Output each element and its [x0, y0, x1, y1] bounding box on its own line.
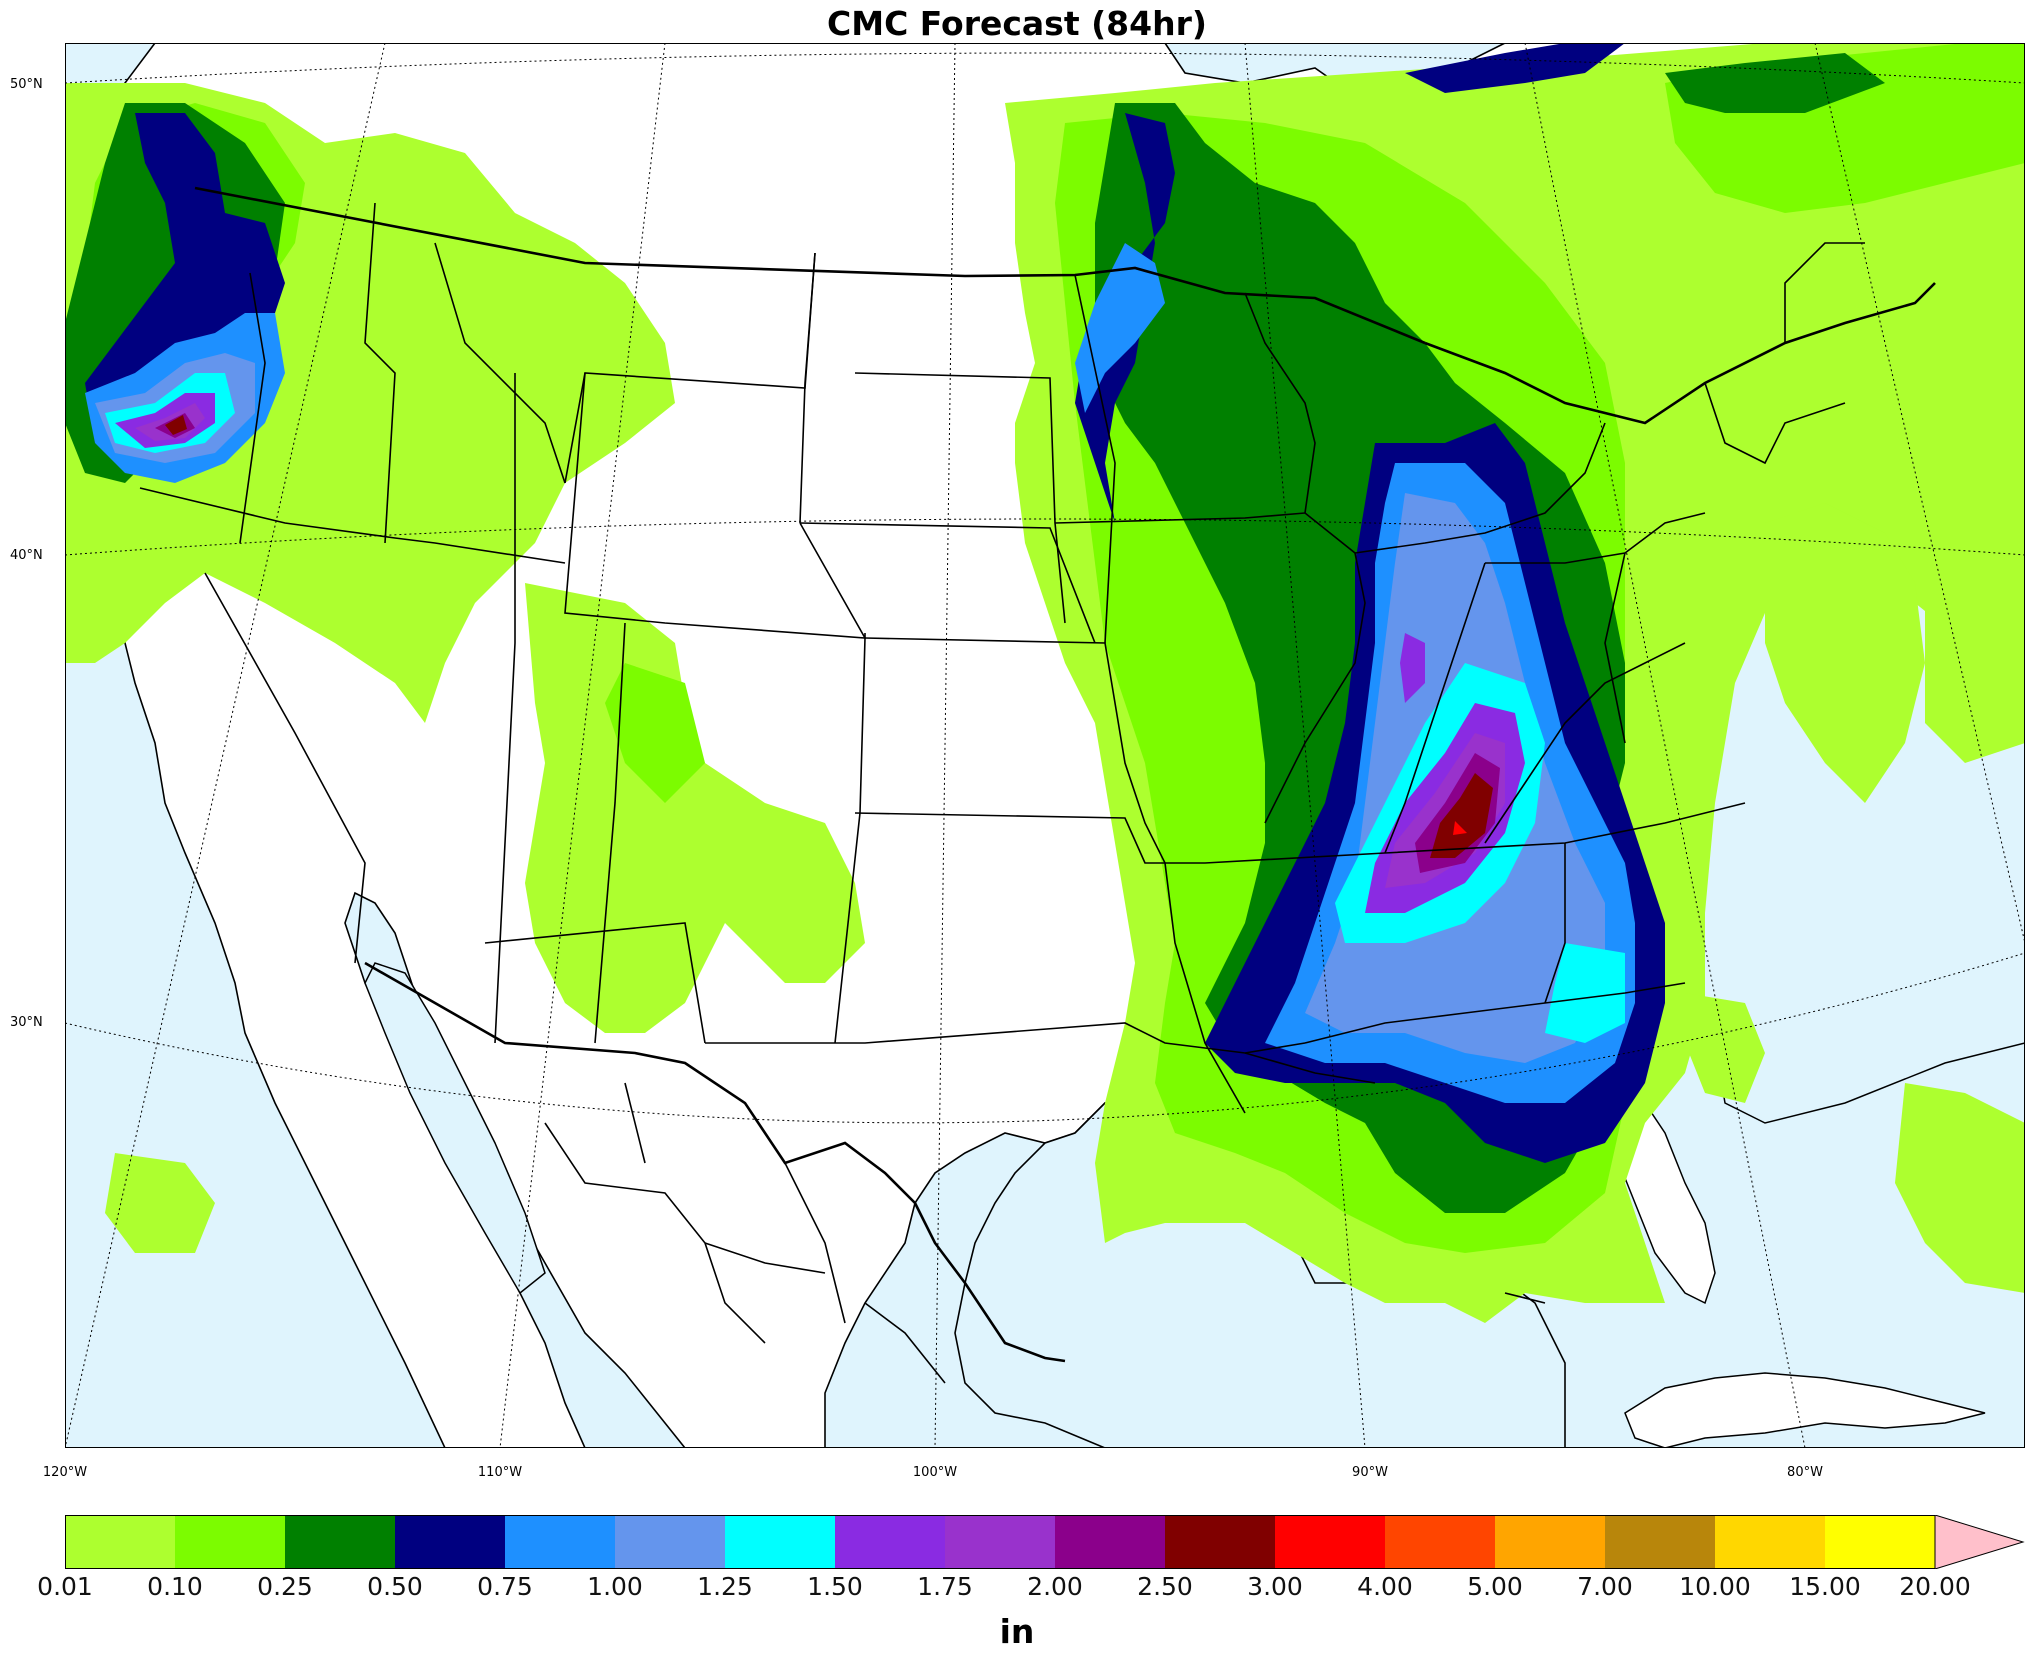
graticule	[65, 43, 2025, 1448]
colorbar-bin	[175, 1515, 286, 1569]
colorbar-bin	[1825, 1515, 1936, 1569]
precipitation-map	[65, 43, 2025, 1448]
colorbar-tick-label: 1.25	[697, 1572, 753, 1601]
precip-layer-3.00	[1453, 821, 1467, 835]
colorbar-extend-arrow	[1934, 1515, 2025, 1569]
colorbar-tick-label: 3.00	[1247, 1572, 1303, 1601]
colorbar-tick-label: 2.00	[1027, 1572, 1083, 1601]
colorbar-tick-label: 0.50	[367, 1572, 423, 1601]
political-borders	[139, 186, 1936, 1384]
gulf-of-california	[364, 962, 546, 1295]
colorbar-bin	[1495, 1515, 1606, 1569]
colorbar-units-label: in	[999, 1612, 1035, 1651]
map-frame	[65, 43, 2025, 1448]
colorbar-bin	[65, 1515, 176, 1569]
colorbar-tick-label: 2.50	[1137, 1572, 1193, 1601]
colorbar-tick-label: 1.50	[807, 1572, 863, 1601]
precip-layer-2.50	[165, 415, 1493, 858]
lon-label-80w: 80°W	[1787, 1465, 1823, 1480]
colorbar-bin	[615, 1515, 726, 1569]
colorbar-bin	[1055, 1515, 1166, 1569]
map-title: CMC Forecast (84hr)	[827, 4, 1207, 43]
colorbar-bin	[725, 1515, 836, 1569]
colorbar-tick-label: 20.00	[1899, 1572, 1971, 1601]
colorbar-bin	[835, 1515, 946, 1569]
colorbar	[65, 1515, 2025, 1569]
colorbar-bin	[1165, 1515, 1276, 1569]
colorbar-tick-label: 0.10	[147, 1572, 203, 1601]
colorbar-bin	[285, 1515, 396, 1569]
lat-label-40n: 40°N	[10, 548, 43, 563]
lat-label-30n: 30°N	[10, 1015, 43, 1030]
lon-label-90w: 90°W	[1352, 1465, 1388, 1480]
colorbar-tick-label: 7.00	[1577, 1572, 1633, 1601]
colorbar-bin	[1605, 1515, 1716, 1569]
colorbar-tick-label: 4.00	[1357, 1572, 1413, 1601]
colorbar-bin	[505, 1515, 616, 1569]
colorbar-tick-label: 1.00	[587, 1572, 643, 1601]
colorbar-tick-label: 0.25	[257, 1572, 313, 1601]
colorbar-bin	[1275, 1515, 1386, 1569]
colorbar-tick-label: 0.75	[477, 1572, 533, 1601]
lon-label-120w: 120°W	[42, 1465, 88, 1480]
colorbar-tick-label: 5.00	[1467, 1572, 1523, 1601]
lon-label-110w: 110°W	[477, 1465, 523, 1480]
lat-label-50n: 50°N	[10, 77, 43, 92]
colorbar-bin	[945, 1515, 1056, 1569]
lon-label-100w: 100°W	[912, 1465, 958, 1480]
colorbar-tick-label: 10.00	[1679, 1572, 1751, 1601]
cuba	[1624, 1372, 1986, 1448]
colorbar-frame	[65, 1515, 1936, 1569]
colorbar-bin	[1715, 1515, 1826, 1569]
colorbar-tick-label: 0.01	[37, 1572, 93, 1601]
colorbar-tick-label: 15.00	[1789, 1572, 1861, 1601]
colorbar-bin	[1385, 1515, 1496, 1569]
colorbar-tick-label: 1.75	[917, 1572, 973, 1601]
colorbar-bin	[395, 1515, 506, 1569]
